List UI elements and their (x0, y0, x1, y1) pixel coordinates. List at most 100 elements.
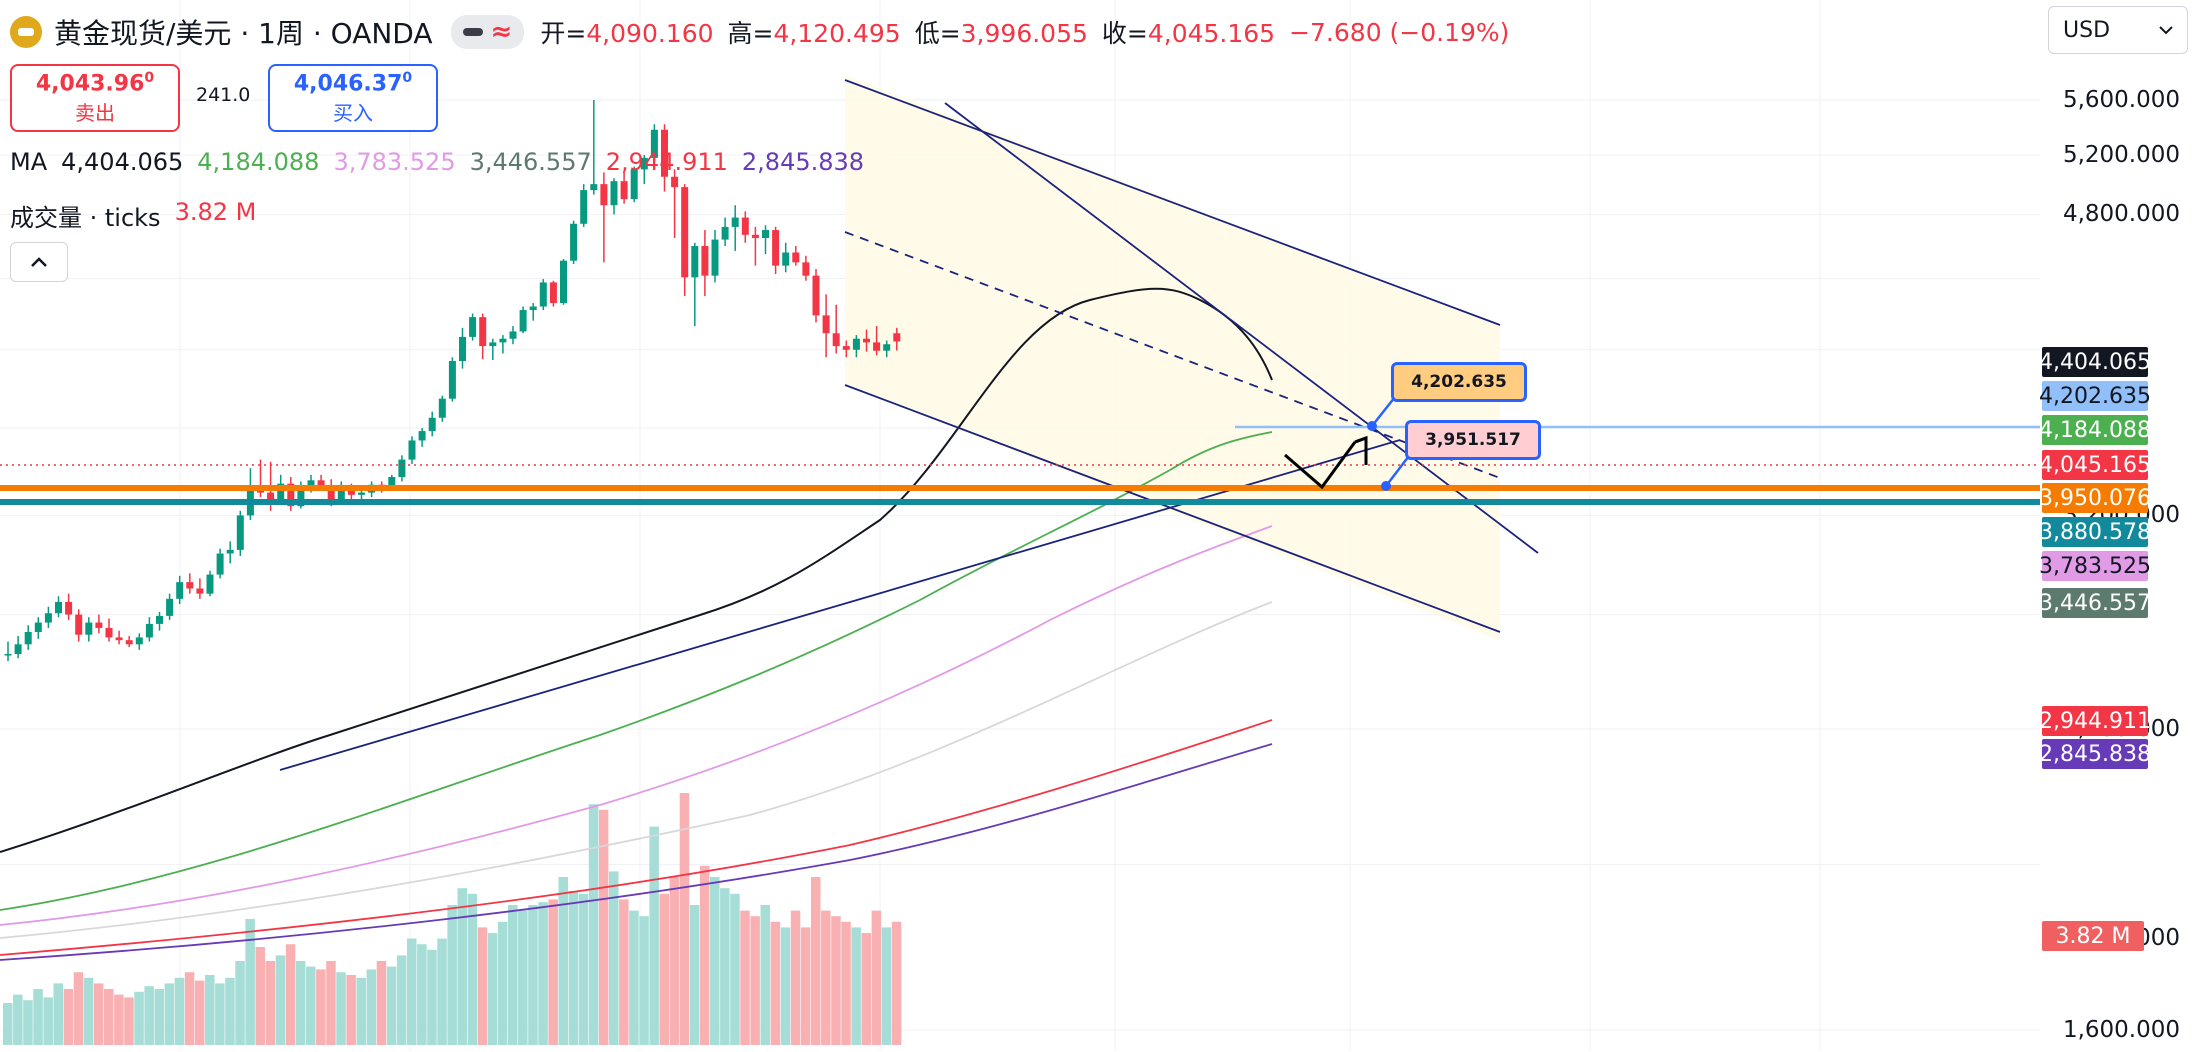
price-change: −7.680 (−0.19%) (1289, 17, 1510, 47)
candle-body (166, 598, 174, 616)
candle-body (661, 129, 668, 177)
volume-bar (184, 972, 195, 1045)
volume-bar (487, 933, 498, 1045)
volume-bar (245, 919, 255, 1045)
ma-value-4: 3,446.557 (469, 148, 592, 176)
arrow-stem (1354, 436, 1367, 444)
candle-body (347, 488, 355, 495)
candle-body (762, 230, 769, 239)
currency-select[interactable]: USD (2048, 6, 2188, 54)
candle-body (327, 485, 335, 502)
candle-body (883, 344, 891, 351)
open-value: 4,090.160 (586, 19, 714, 48)
price-tag: 2,845.838 (2039, 739, 2151, 769)
candle-body (499, 338, 507, 343)
volume-bar (235, 961, 245, 1045)
candle-body (287, 483, 295, 507)
volume-bar (790, 910, 801, 1045)
candle-body (721, 226, 729, 240)
channel-lower-line (844, 384, 1501, 633)
volume-bar (63, 989, 74, 1045)
candle-body (479, 317, 487, 347)
volume-bar (831, 916, 841, 1045)
ma-legend[interactable]: MA 4,404.065 4,184.088 3,783.525 3,446.5… (10, 148, 864, 176)
channel-fill (845, 75, 1500, 640)
candle-body (307, 480, 315, 489)
price-tag: 2,944.911 (2039, 706, 2151, 736)
price-tag: 3,950.076 (2039, 483, 2151, 513)
indicator-toggle-pill[interactable]: ≈ (450, 15, 525, 49)
volume-bar (679, 793, 690, 1045)
volume-bar (295, 961, 306, 1045)
candle-body (196, 588, 204, 594)
price-tag: 3,446.557 (2039, 588, 2151, 618)
volume-bar (811, 877, 821, 1045)
candle-body (418, 431, 426, 441)
candle-body (44, 613, 52, 623)
candle-body (85, 622, 93, 635)
symbol-title[interactable]: 黄金现货/美元 · 1周 · OANDA (54, 17, 433, 50)
high-value: 4,120.495 (773, 19, 901, 48)
volume-bar (386, 966, 397, 1045)
candle-body (751, 234, 759, 239)
volume-bar (215, 983, 225, 1045)
volume-bar (689, 905, 700, 1045)
candle-body (469, 317, 477, 337)
volume-bar (265, 961, 276, 1045)
chevron-down-icon (2159, 26, 2173, 35)
projection-path (1284, 441, 1357, 490)
price-callout: 4,202.635 (1391, 362, 1527, 402)
volume-bar (578, 893, 589, 1045)
volume-bar (356, 977, 366, 1045)
candle-body (145, 623, 153, 638)
gold-symbol-icon (10, 16, 42, 48)
buy-button[interactable]: 4,046.370 买入 (268, 64, 438, 132)
volume-bar (558, 877, 568, 1045)
volume-bar (740, 910, 750, 1045)
price-axis-label: 5,600.000 (2062, 87, 2180, 113)
candle-body (75, 614, 83, 635)
volume-label: 成交量 · ticks (10, 204, 161, 232)
volume-legend[interactable]: 成交量 · ticks 3.82 M (10, 198, 256, 233)
candle-body (226, 549, 234, 554)
candle-body (701, 246, 709, 276)
volume-bar (770, 921, 781, 1045)
collapse-legend-button[interactable] (10, 242, 68, 282)
ma-line-3 (0, 525, 1273, 926)
volume-bar (114, 994, 124, 1045)
volume-bar (821, 910, 831, 1045)
candle-body (620, 181, 628, 200)
candle-body (782, 252, 790, 266)
volume-bar (427, 949, 437, 1045)
ma-value-1: 4,404.065 (61, 148, 184, 176)
price-tag: 3,880.578 (2039, 517, 2151, 547)
sell-button[interactable]: 4,043.960 卖出 (10, 64, 180, 132)
volume-bar (23, 1000, 33, 1045)
candle-body (428, 417, 436, 432)
ma-value-3: 3,783.525 (333, 148, 456, 176)
volume-bar (760, 905, 770, 1045)
candle-body (650, 129, 658, 158)
volume-bar (477, 927, 488, 1045)
ma-value-2: 4,184.088 (197, 148, 320, 176)
volume-bar (437, 938, 447, 1045)
volume-bar (144, 986, 154, 1045)
candle-body (590, 184, 598, 191)
candle-body (741, 217, 749, 235)
volume-bar (780, 927, 791, 1045)
candle-body (691, 246, 699, 278)
candle-body (4, 654, 12, 656)
candle-body (842, 346, 850, 350)
volume-bar (720, 888, 730, 1045)
price-tag: 4,184.088 (2039, 415, 2151, 445)
volume-bar (154, 989, 164, 1045)
candle-body (822, 315, 830, 334)
ma-line-5 (0, 719, 1273, 956)
volume-bar (619, 899, 629, 1045)
volume-bar (457, 888, 467, 1045)
candle-body (408, 440, 416, 460)
volume-bar (568, 891, 579, 1045)
volume-bar (53, 983, 63, 1045)
sell-price-sup: 0 (144, 70, 155, 87)
